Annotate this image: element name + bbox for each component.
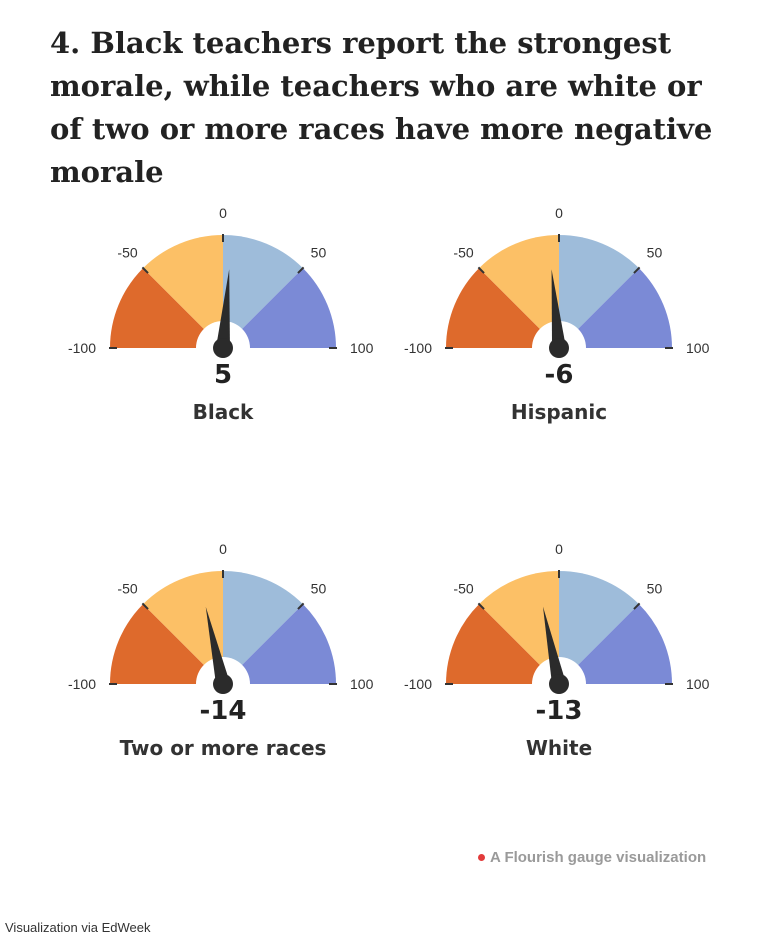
gauge-tick-label: -100 [404,340,432,356]
gauge-two-or-more-races: -100 -50 0 50 100 -14 Two or more races [53,534,393,774]
gauge-band-3 [223,604,336,684]
gauge-tick-label: -50 [117,581,137,597]
gauge-band-1 [479,571,559,684]
gauge-band-1 [143,571,223,684]
gauge-needle [551,269,566,349]
gauge-band-2 [223,235,303,348]
gauge-needle-hub [213,338,233,358]
gauge-band-1 [479,235,559,348]
gauge-tick-label: -50 [453,245,473,261]
gauge-band-0 [446,604,559,684]
flourish-credit-label: A Flourish gauge visualization [490,849,707,866]
gauge-category: Hispanic [510,400,608,424]
gauge-band-3 [223,268,336,348]
gauge-value: -13 [535,696,583,726]
chart-title: 4. Black teachers report the strongest m… [50,26,713,189]
gauge-tick [477,602,485,610]
gauge-tick-label: 0 [219,205,227,221]
gauge-svg: -100 -50 0 50 100 [68,205,374,358]
gauge-tick [633,266,641,274]
gauge-needle [542,606,566,686]
gauge-svg: -100 -50 0 50 100 [68,541,374,694]
gauge-band-3 [559,268,672,348]
gauge-black: -100 -50 0 50 100 5 Black [53,198,393,438]
gauge-needle-hub [549,338,569,358]
gauge-needle-hub [213,674,233,694]
gauge-tick-label: 50 [311,581,327,597]
gauge-tick-label: 100 [350,340,374,356]
gauge-tick-label: -100 [404,676,432,692]
gauge-tick [141,602,149,610]
gauge-tick-label: 50 [311,245,327,261]
gauge-tick-label: -50 [453,581,473,597]
gauge-tick-label: 0 [219,541,227,557]
gauge-svg: -100 -50 0 50 100 [404,205,710,358]
gauge-band-2 [223,571,303,684]
flourish-logo-icon [478,853,485,861]
gauge-value: -6 [544,360,574,390]
gauge-svg: -100 -50 0 50 100 [404,541,710,694]
gauge-band-0 [110,604,223,684]
gauge-tick [633,602,641,610]
gauge-tick-label: -100 [68,340,96,356]
gauge-tick [477,266,485,274]
gauge-needle [205,606,230,686]
gauge-needle [216,269,230,349]
gauge-tick-label: 100 [686,676,710,692]
gauge-value: 5 [213,360,233,390]
gauge-tick [297,602,305,610]
gauge-tick-label: 100 [686,340,710,356]
gauge-category: Two or more races [119,736,327,760]
gauge-white: -100 -50 0 50 100 -13 White [389,534,729,774]
gauge-tick-label: 0 [555,541,563,557]
gauge-band-0 [446,268,559,348]
gauge-tick [297,266,305,274]
gauge-tick-label: -100 [68,676,96,692]
gauge-tick-label: 50 [647,245,663,261]
gauge-category: Black [192,400,254,424]
gauge-tick [141,266,149,274]
gauge-band-0 [110,268,223,348]
gauge-needle-hub [549,674,569,694]
gauge-category: White [525,736,593,760]
gauge-band-2 [559,571,639,684]
gauge-tick-label: 100 [350,676,374,692]
gauge-value: -14 [199,696,247,726]
gauge-band-1 [143,235,223,348]
source-note: Visualization via EdWeek [5,920,151,935]
gauge-hispanic: -100 -50 0 50 100 -6 Hispanic [389,198,729,438]
gauge-tick-label: 50 [647,581,663,597]
gauge-tick-label: 0 [555,205,563,221]
gauge-band-2 [559,235,639,348]
flourish-credit[interactable]: A Flourish gauge visualization [478,849,706,866]
gauge-tick-label: -50 [117,245,137,261]
gauge-band-3 [559,604,672,684]
